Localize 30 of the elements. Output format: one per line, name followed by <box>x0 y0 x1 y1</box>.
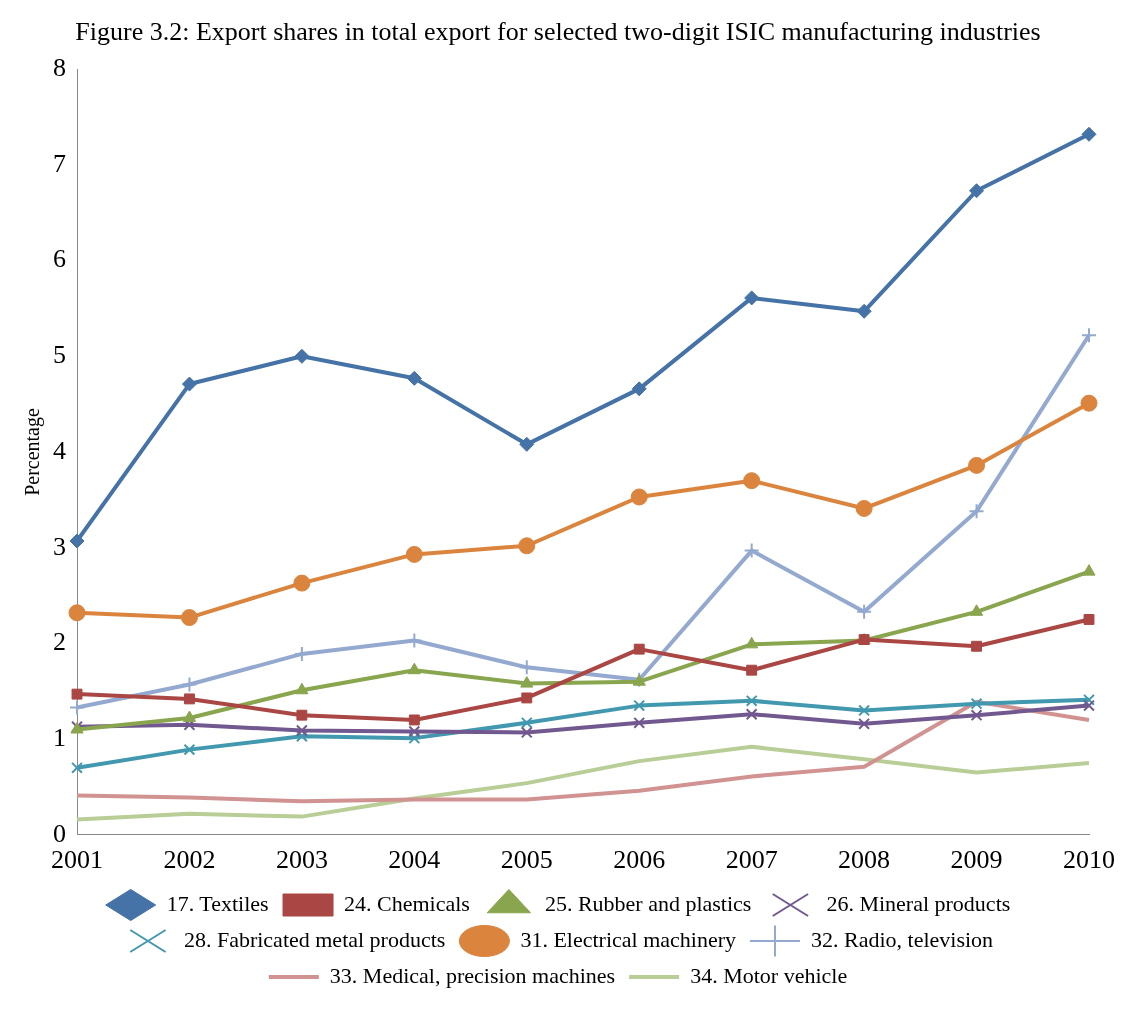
y-tick-label: 5 <box>53 340 66 370</box>
x-tick-label: 2004 <box>388 845 441 875</box>
legend-label: 32. Radio, television <box>811 926 994 952</box>
y-tick-label: 0 <box>53 818 66 848</box>
x-tick-label: 2006 <box>613 845 666 875</box>
x-tick-label: 2002 <box>163 845 216 875</box>
legend-label: 17. Textiles <box>166 890 269 916</box>
y-tick-label: 4 <box>53 435 66 465</box>
legend-label: 24. Chemicals <box>344 890 470 916</box>
x-tick-label: 2009 <box>950 845 1003 875</box>
chart-title: Figure 3.2: Export shares in total export for selected two-digit ISIC manufacturing industries <box>75 17 1041 47</box>
legend-label: 26. Mineral products <box>826 890 1011 916</box>
y-axis-title: Percentage <box>21 408 45 496</box>
x-tick-label: 2001 <box>51 845 103 875</box>
y-tick-label: 1 <box>53 722 66 752</box>
x-tick-label: 2005 <box>500 845 553 875</box>
legend-label: 34. Motor vehicle <box>690 962 848 988</box>
legend-label: 25. Rubber and plastics <box>544 890 752 916</box>
x-tick-label: 2007 <box>725 845 778 875</box>
legend-label: 28. Fabricated metal products <box>183 926 446 952</box>
x-tick-label: 2003 <box>275 845 328 875</box>
y-tick-label: 3 <box>53 531 66 561</box>
legend-label: 33. Medical, precision machines <box>329 962 616 988</box>
y-tick-label: 6 <box>53 244 66 274</box>
x-tick-label: 2008 <box>838 845 891 875</box>
y-tick-label: 8 <box>53 53 66 83</box>
x-tick-label: 2010 <box>1063 845 1115 875</box>
y-tick-label: 2 <box>53 627 66 657</box>
legend-label: 31. Electrical machinery <box>520 926 737 952</box>
y-tick-label: 7 <box>53 148 66 178</box>
